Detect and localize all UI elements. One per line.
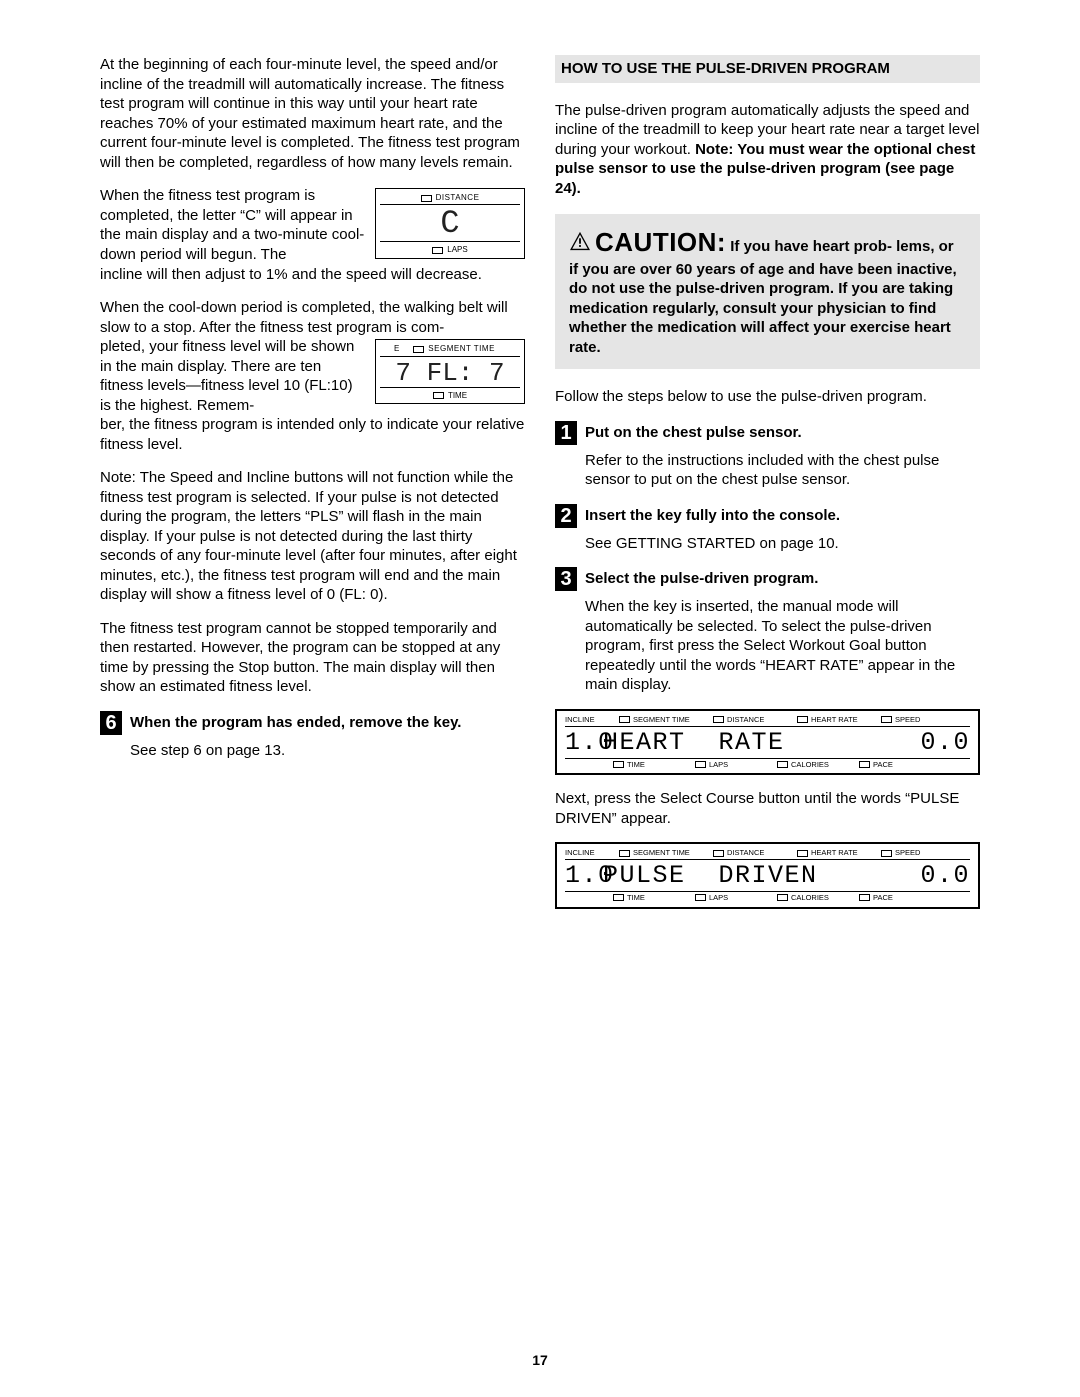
lcd-label: HEART RATE — [811, 715, 858, 725]
body-text: The fitness test program cannot be stopp… — [100, 619, 525, 697]
lcd-label: DISTANCE — [727, 715, 764, 725]
left-column: At the beginning of each four-minute lev… — [100, 55, 525, 923]
lcd-label: SEGMENT TIME — [428, 344, 495, 354]
body-text: Note: The Speed and Incline buttons will… — [100, 468, 525, 605]
step-3: 3 Select the pulse-driven program. — [555, 567, 980, 591]
step-number-box: 2 — [555, 504, 577, 528]
body-text: The pulse-driven program automatically a… — [555, 101, 980, 199]
lcd-label: DISTANCE — [727, 848, 764, 858]
caution-word: CAUTION: — [595, 227, 726, 257]
lcd-label: LAPS — [709, 760, 728, 770]
lcd-label: HEART RATE — [811, 848, 858, 858]
body-text: When the cool-down period is completed, … — [100, 298, 525, 337]
lcd-value: C — [380, 206, 520, 240]
step-title: Select the pulse-driven program. — [585, 569, 818, 589]
step-number-box: 6 — [100, 711, 122, 735]
lcd-label: INCLINE — [565, 848, 595, 858]
lcd-label: SEGMENT TIME — [633, 715, 690, 725]
lcd-center-text: PULSE DRIVEN — [603, 863, 920, 888]
step-title: When the program has ended, remove the k… — [130, 713, 461, 733]
body-text: incline will then adjust to 1% and the s… — [100, 265, 525, 285]
lcd-label: LAPS — [447, 245, 467, 255]
caution-box: CAUTION: If you have heart prob- lems, o… — [555, 214, 980, 369]
lcd-label: PACE — [873, 760, 893, 770]
lcd-label: CALORIES — [791, 893, 829, 903]
step-1: 1 Put on the chest pulse sensor. — [555, 421, 980, 445]
lcd-segment-figure: E SEGMENT TIME 7 FL: 7 TIME — [375, 339, 525, 404]
lcd-incline-value: 1.0 — [565, 730, 603, 755]
step-body: See step 6 on page 13. — [130, 741, 525, 761]
lcd-label: SPEED — [895, 848, 920, 858]
lcd-label: TIME — [627, 760, 645, 770]
caution-lead: If you have heart prob- — [726, 238, 892, 255]
body-text: Next, press the Select Course button unt… — [555, 789, 980, 828]
lcd-speed-value: 0.0 — [920, 863, 970, 888]
step-body: When the key is inserted, the manual mod… — [585, 597, 980, 695]
right-column: HOW TO USE THE PULSE-DRIVEN PROGRAM The … — [555, 55, 980, 923]
step-body: See GETTING STARTED on page 10. — [585, 534, 980, 554]
lcd-label: INCLINE — [565, 715, 595, 725]
step-6: 6 When the program has ended, remove the… — [100, 711, 525, 735]
section-header: HOW TO USE THE PULSE-DRIVEN PROGRAM — [555, 55, 980, 83]
lcd-distance-figure: DISTANCE C LAPS — [375, 188, 525, 259]
step-number-box: 3 — [555, 567, 577, 591]
body-text: Follow the steps below to use the pulse-… — [555, 387, 980, 407]
body-text: At the beginning of each four-minute lev… — [100, 55, 525, 172]
lcd-label: LAPS — [709, 893, 728, 903]
lcd-label: DISTANCE — [436, 193, 480, 203]
step-2: 2 Insert the key fully into the console. — [555, 504, 980, 528]
lcd-heart-rate: INCLINE SEGMENT TIME DISTANCE HEART RATE… — [555, 709, 980, 776]
lcd-label: SEGMENT TIME — [633, 848, 690, 858]
lcd-label: SPEED — [895, 715, 920, 725]
body-text: ber, the fitness program is intended onl… — [100, 415, 525, 454]
lcd-label: PACE — [873, 893, 893, 903]
lcd-label: TIME — [627, 893, 645, 903]
lcd-pulse-driven: INCLINE SEGMENT TIME DISTANCE HEART RATE… — [555, 842, 980, 909]
lcd-center-text: HEART RATE — [603, 730, 920, 755]
step-number-box: 1 — [555, 421, 577, 445]
step-title: Put on the chest pulse sensor. — [585, 423, 802, 443]
warning-icon — [569, 231, 591, 257]
lcd-label-pre: E — [394, 344, 400, 354]
lcd-label: TIME — [448, 391, 467, 401]
step-body: Refer to the instructions included with … — [585, 451, 980, 490]
step-title: Insert the key fully into the console. — [585, 506, 840, 526]
page-number: 17 — [0, 1351, 1080, 1369]
lcd-speed-value: 0.0 — [920, 730, 970, 755]
lcd-label: CALORIES — [791, 760, 829, 770]
lcd-incline-value: 1.0 — [565, 863, 603, 888]
lcd-value: 7 FL: 7 — [380, 358, 520, 386]
